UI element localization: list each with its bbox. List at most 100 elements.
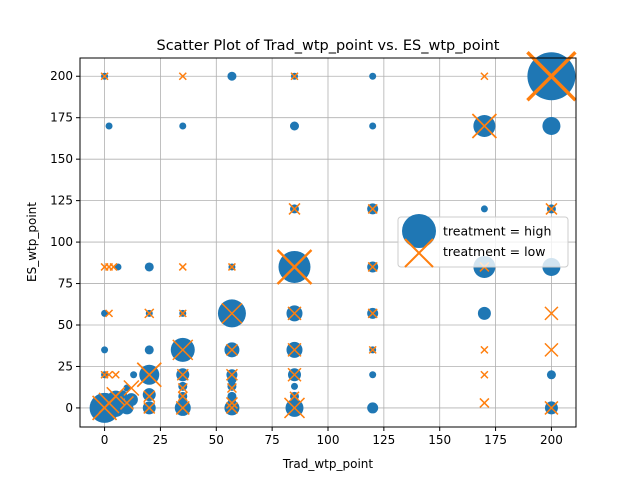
y-tick-label: 25 bbox=[58, 359, 73, 373]
data-point-high bbox=[144, 262, 154, 272]
data-point-low bbox=[177, 382, 188, 394]
x-tick-label: 200 bbox=[540, 433, 563, 447]
data-point-low bbox=[526, 51, 577, 102]
data-point-high bbox=[546, 370, 556, 380]
data-point-low bbox=[367, 261, 378, 272]
data-point-low bbox=[289, 391, 300, 402]
x-axis-label: Trad_wtp_point bbox=[282, 457, 374, 471]
data-point-low bbox=[368, 345, 377, 354]
data-point-low bbox=[290, 72, 299, 81]
data-point-low bbox=[226, 382, 237, 394]
data-point-low bbox=[544, 400, 559, 415]
data-point-high bbox=[101, 346, 109, 354]
legend-box bbox=[397, 216, 569, 268]
data-point-low bbox=[544, 306, 559, 321]
data-point-low bbox=[480, 72, 489, 81]
data-point-low bbox=[221, 302, 243, 324]
data-point-low bbox=[136, 362, 162, 388]
data-point-high bbox=[130, 371, 138, 379]
chart-title: Scatter Plot of Trad_wtp_point vs. ES_wt… bbox=[156, 38, 499, 54]
data-point-low bbox=[178, 309, 187, 318]
y-tick-label: 100 bbox=[50, 235, 73, 249]
data-point-high bbox=[289, 121, 299, 131]
y-tick-label: 150 bbox=[50, 152, 73, 166]
data-point-high bbox=[367, 402, 379, 414]
data-point-high bbox=[227, 381, 237, 391]
data-point-high bbox=[290, 382, 298, 390]
data-point-low bbox=[177, 391, 188, 402]
data-point-high bbox=[142, 388, 156, 402]
data-point-low bbox=[287, 342, 302, 357]
data-point-high bbox=[105, 122, 113, 130]
data-point-low bbox=[276, 249, 313, 285]
data-point-low bbox=[367, 308, 378, 319]
data-point-high bbox=[480, 205, 488, 213]
x-tick-label: 125 bbox=[372, 433, 395, 447]
data-point-low bbox=[471, 113, 498, 139]
data-point-low bbox=[225, 343, 238, 356]
y-tick-label: 175 bbox=[50, 111, 73, 125]
y-tick-label: 200 bbox=[50, 69, 73, 83]
legend-low-label: treatment = low bbox=[443, 244, 545, 259]
data-point-low bbox=[109, 262, 118, 271]
data-point-low bbox=[480, 345, 489, 354]
data-point-low bbox=[479, 397, 490, 408]
data-point-low bbox=[111, 370, 120, 379]
x-tick-label: 50 bbox=[209, 433, 224, 447]
data-point-low bbox=[172, 339, 194, 361]
data-point-low bbox=[143, 401, 156, 414]
data-point-low bbox=[105, 370, 114, 379]
y-axis-label: ES_wtp_point bbox=[25, 202, 39, 282]
x-tick-label: 0 bbox=[101, 433, 109, 447]
data-point-low bbox=[175, 400, 190, 415]
data-point-low bbox=[225, 396, 238, 409]
data-point-low bbox=[545, 202, 558, 215]
data-point-low bbox=[225, 401, 238, 414]
data-point-low bbox=[105, 309, 114, 318]
data-point-low bbox=[144, 308, 155, 319]
data-point-high bbox=[227, 391, 237, 401]
y-tick-label: 125 bbox=[50, 194, 73, 208]
data-point-low bbox=[480, 370, 489, 379]
data-point-low bbox=[544, 342, 559, 357]
data-point-low bbox=[287, 306, 302, 321]
y-tick-label: 50 bbox=[58, 318, 73, 332]
data-point-low bbox=[227, 262, 236, 271]
x-tick-label: 150 bbox=[428, 433, 451, 447]
data-point-high bbox=[106, 398, 125, 417]
y-tick-label: 75 bbox=[58, 277, 73, 291]
x-tick-label: 75 bbox=[265, 433, 280, 447]
data-point-high bbox=[369, 371, 377, 379]
data-point-low bbox=[123, 379, 140, 397]
legend: treatment = high treatment = low bbox=[397, 214, 569, 268]
data-point-low bbox=[178, 72, 187, 81]
data-point-low bbox=[225, 368, 238, 381]
data-point-high bbox=[542, 116, 561, 135]
data-point-low bbox=[288, 202, 301, 215]
x-tick-label: 100 bbox=[317, 433, 340, 447]
legend-low-marker bbox=[404, 238, 434, 268]
data-point-high bbox=[227, 71, 237, 81]
data-point-low bbox=[287, 367, 302, 382]
data-point-high bbox=[144, 345, 154, 355]
data-point-low bbox=[91, 395, 118, 421]
x-tick-label: 25 bbox=[153, 433, 168, 447]
data-point-low bbox=[283, 397, 306, 419]
y-tick-label: 0 bbox=[65, 401, 73, 415]
axis-ticks: 0 25 50 75 100 125 150 175 200 0 25 50 75 100 125 150 17… bbox=[50, 69, 563, 447]
data-point-low bbox=[119, 395, 134, 410]
legend-high-label: treatment = high bbox=[443, 224, 551, 239]
data-point-high bbox=[477, 306, 491, 320]
data-point-low bbox=[143, 390, 156, 403]
data-point-low bbox=[178, 262, 187, 271]
data-points bbox=[89, 51, 577, 423]
x-tick-label: 175 bbox=[484, 433, 507, 447]
legend-high-marker bbox=[402, 214, 436, 248]
data-point-high bbox=[178, 381, 188, 391]
data-point-high bbox=[179, 122, 187, 130]
data-point-high bbox=[369, 122, 377, 130]
data-point-low bbox=[176, 368, 189, 381]
data-point-high bbox=[369, 72, 377, 80]
data-point-low bbox=[100, 72, 109, 81]
